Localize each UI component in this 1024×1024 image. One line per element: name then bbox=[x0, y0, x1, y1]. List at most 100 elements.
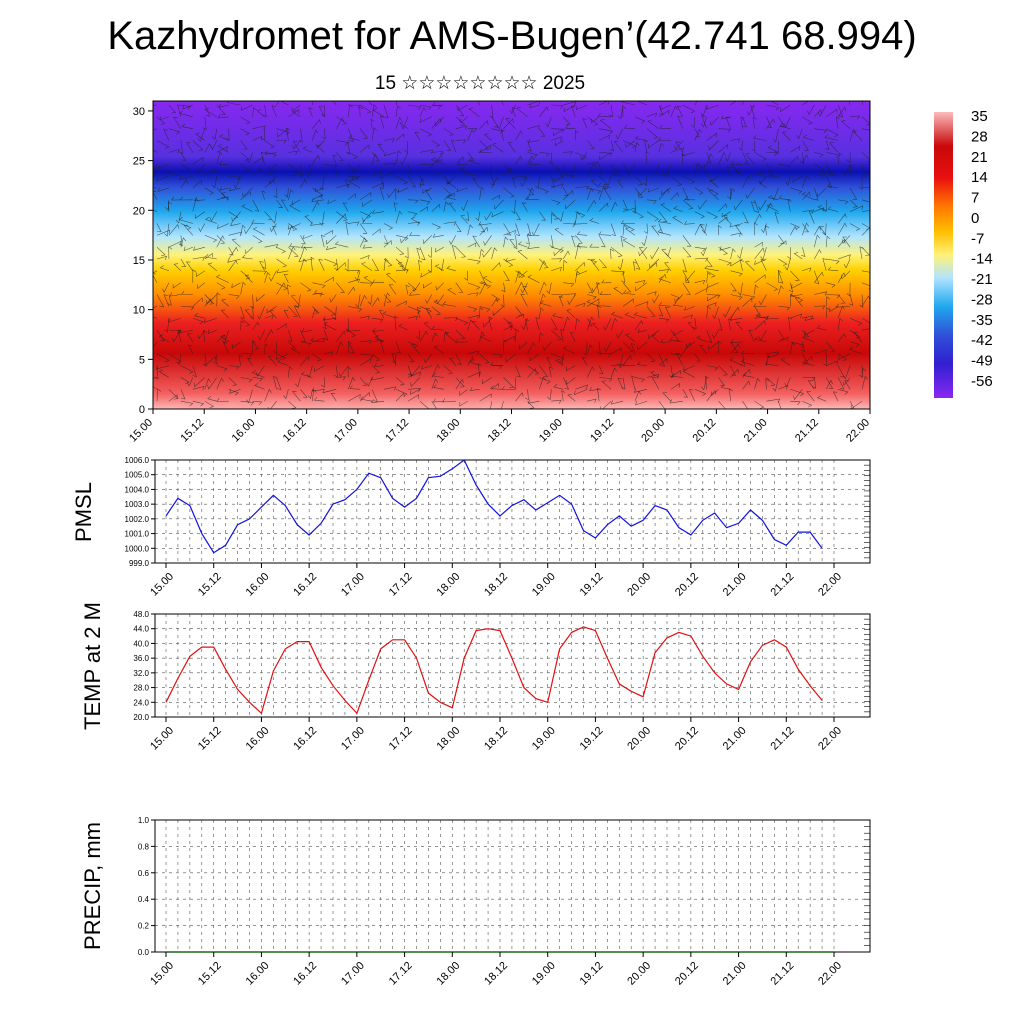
wind-barb bbox=[400, 116, 409, 130]
wind-barb bbox=[598, 235, 606, 248]
wind-barb bbox=[324, 276, 334, 283]
wind-barb bbox=[168, 148, 180, 154]
wind-barb bbox=[650, 247, 660, 260]
wind-barb bbox=[228, 247, 234, 256]
wind-barb bbox=[754, 199, 760, 213]
wind-barb bbox=[431, 171, 441, 177]
wind-barb bbox=[359, 377, 368, 386]
wind-barb bbox=[380, 340, 385, 354]
wind-barb bbox=[752, 135, 767, 141]
wind-barb bbox=[472, 178, 480, 189]
wind-barb bbox=[240, 377, 253, 383]
wind-barb bbox=[395, 377, 405, 386]
wind-barb bbox=[264, 271, 271, 283]
wind-barb bbox=[288, 400, 297, 409]
colorbar-label: -49 bbox=[971, 353, 993, 370]
wind-barb bbox=[355, 294, 361, 308]
wind-barb bbox=[197, 128, 206, 142]
wind-barb bbox=[484, 211, 492, 221]
wind-barb bbox=[814, 249, 822, 260]
wind-barb bbox=[347, 376, 356, 390]
wind-barb bbox=[420, 270, 432, 278]
wind-barb bbox=[156, 116, 166, 125]
wind-barb bbox=[778, 336, 789, 343]
wind-barb bbox=[658, 276, 671, 283]
wind-barb bbox=[814, 225, 822, 236]
wind-barb bbox=[846, 152, 851, 163]
wind-barb bbox=[468, 107, 480, 118]
wind-barb bbox=[334, 164, 339, 177]
wind-barb bbox=[563, 151, 573, 156]
wind-barb bbox=[850, 341, 860, 348]
wind-barb bbox=[849, 199, 858, 208]
wind-barb bbox=[371, 258, 380, 271]
wind-barb bbox=[575, 318, 580, 331]
y-tick-label: 10 bbox=[133, 305, 145, 317]
pmsl-y-axis: 999.01000.01001.01002.01003.01004.01005.… bbox=[125, 456, 155, 568]
wind-barb bbox=[598, 231, 612, 236]
wind-barb bbox=[814, 271, 824, 283]
wind-barb bbox=[754, 213, 762, 224]
wind-barb bbox=[491, 128, 504, 135]
x-tick-label: 17.12 bbox=[383, 417, 411, 445]
wind-barb bbox=[631, 199, 636, 214]
wind-barb bbox=[472, 235, 480, 248]
wind-barb bbox=[742, 401, 749, 409]
wind-barb bbox=[232, 341, 241, 349]
wind-barb bbox=[765, 315, 779, 320]
wind-barb bbox=[374, 362, 385, 367]
wind-barb bbox=[216, 377, 224, 390]
wind-barb bbox=[849, 401, 855, 409]
wind-barb bbox=[539, 300, 552, 307]
wind-barb bbox=[359, 237, 367, 248]
wind-barb bbox=[837, 106, 847, 117]
wind-barb bbox=[660, 104, 672, 110]
wind-barb bbox=[284, 187, 289, 198]
wind-barb bbox=[276, 258, 287, 268]
wind-barb bbox=[262, 258, 267, 270]
wind-barb bbox=[336, 262, 346, 272]
wind-barb bbox=[599, 152, 612, 161]
wind-barb bbox=[672, 302, 683, 307]
wind-barb bbox=[520, 282, 528, 294]
wind-barb bbox=[792, 175, 803, 183]
wind-barb bbox=[586, 140, 595, 150]
x-tick-label: 18.00 bbox=[434, 725, 462, 753]
wind-barb bbox=[192, 317, 204, 325]
wind-barb bbox=[448, 202, 457, 212]
wind-barb bbox=[586, 163, 596, 177]
wind-barb bbox=[503, 270, 510, 281]
wind-barb bbox=[754, 222, 758, 236]
wind-barb bbox=[718, 340, 722, 354]
wind-barb bbox=[778, 329, 786, 341]
wind-barb bbox=[637, 187, 648, 197]
wind-barb bbox=[682, 389, 689, 398]
wind-barb bbox=[336, 330, 346, 343]
wind-barb bbox=[179, 110, 193, 118]
wind-barb bbox=[409, 232, 420, 236]
wind-barb bbox=[670, 147, 685, 153]
wind-barb bbox=[320, 234, 326, 248]
wind-barb bbox=[407, 164, 412, 175]
wind-barb bbox=[443, 192, 455, 201]
wind-barb bbox=[311, 197, 325, 203]
wind-barb bbox=[215, 274, 229, 283]
wind-barb bbox=[735, 225, 743, 236]
wind-barb bbox=[766, 104, 780, 111]
y-tick-label: 20.0 bbox=[133, 713, 149, 722]
wind-barb bbox=[326, 235, 337, 245]
wind-barb bbox=[646, 353, 656, 362]
wind-barb bbox=[216, 365, 228, 372]
wind-barb bbox=[694, 389, 707, 397]
wind-barb bbox=[418, 259, 423, 271]
wind-barb bbox=[344, 258, 349, 272]
wind-barb bbox=[802, 315, 814, 320]
wind-barb bbox=[479, 144, 492, 153]
wind-barb bbox=[283, 273, 289, 283]
wind-barb bbox=[164, 318, 170, 333]
wind-barb bbox=[467, 242, 477, 248]
wind-barb bbox=[153, 164, 158, 178]
wind-barb bbox=[178, 329, 193, 334]
wind-barb bbox=[288, 330, 293, 343]
